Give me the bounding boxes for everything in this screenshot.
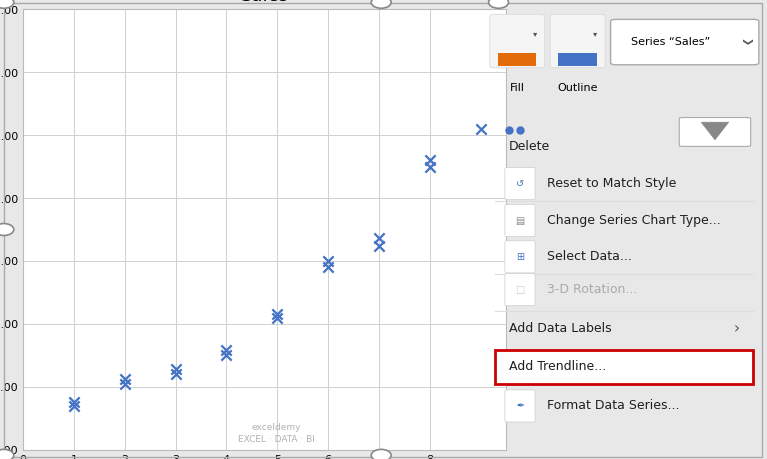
Text: Outline: Outline <box>558 84 598 94</box>
FancyBboxPatch shape <box>680 118 751 146</box>
FancyBboxPatch shape <box>505 274 535 306</box>
Point <box>272 310 284 318</box>
Point <box>424 157 436 164</box>
Text: ⊞: ⊞ <box>516 252 524 262</box>
Text: □: □ <box>515 285 525 295</box>
Text: ▾: ▾ <box>533 28 537 38</box>
Text: Delete: Delete <box>509 140 550 153</box>
Text: ▤: ▤ <box>515 216 525 225</box>
Text: Change Series Chart Type...: Change Series Chart Type... <box>548 214 721 227</box>
Text: ▾: ▾ <box>594 28 597 38</box>
FancyBboxPatch shape <box>611 19 759 65</box>
Point <box>424 163 436 170</box>
FancyBboxPatch shape <box>505 205 535 237</box>
Point <box>220 347 232 354</box>
Point <box>119 375 131 383</box>
Text: ↺: ↺ <box>516 179 524 189</box>
Point <box>322 263 334 271</box>
Point <box>170 365 182 373</box>
Text: ✒: ✒ <box>516 401 524 411</box>
Point <box>272 314 284 321</box>
Bar <box>498 53 536 66</box>
Text: Fill: Fill <box>510 84 525 94</box>
Point <box>67 402 80 409</box>
Title: Sales: Sales <box>241 0 288 5</box>
Point <box>322 257 334 265</box>
Point <box>373 242 385 250</box>
Text: ›: › <box>734 321 740 336</box>
Polygon shape <box>701 122 729 140</box>
Point <box>170 370 182 378</box>
Text: Series “Sales”: Series “Sales” <box>631 37 711 47</box>
Text: ❯: ❯ <box>740 38 750 46</box>
Point <box>220 352 232 359</box>
Text: Add Trendline...: Add Trendline... <box>509 359 606 373</box>
FancyBboxPatch shape <box>550 14 605 68</box>
Point <box>373 235 385 242</box>
Text: Reset to Match Style: Reset to Match Style <box>548 177 676 190</box>
Text: Select Data...: Select Data... <box>548 250 632 263</box>
FancyBboxPatch shape <box>495 350 753 384</box>
FancyBboxPatch shape <box>505 390 535 422</box>
Point <box>119 381 131 388</box>
FancyBboxPatch shape <box>490 14 545 68</box>
Point <box>67 398 80 406</box>
Point <box>475 125 487 133</box>
Bar <box>558 53 597 66</box>
Text: Format Data Series...: Format Data Series... <box>548 399 680 413</box>
Text: 3-D Rotation...: 3-D Rotation... <box>548 283 638 296</box>
FancyBboxPatch shape <box>505 168 535 200</box>
Text: Add Data Labels: Add Data Labels <box>509 322 611 336</box>
FancyBboxPatch shape <box>505 241 535 273</box>
Text: exceldemy
EXCEL · DATA · BI: exceldemy EXCEL · DATA · BI <box>238 423 314 444</box>
